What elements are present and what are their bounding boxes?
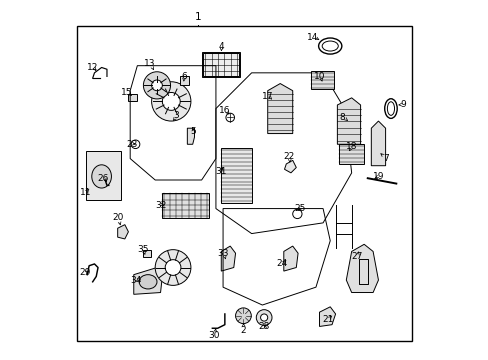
Bar [203,53,239,76]
Text: 14: 14 [306,33,317,42]
Text: 19: 19 [372,172,384,181]
Circle shape [155,249,190,285]
Text: 30: 30 [208,331,220,340]
Text: 16: 16 [219,106,230,115]
Text: 27: 27 [350,252,362,261]
Text: 33: 33 [217,249,228,258]
Text: 24: 24 [276,260,287,269]
Circle shape [131,140,140,149]
Text: 20: 20 [112,213,123,222]
Bar [128,94,137,102]
Text: 35: 35 [137,245,148,254]
Bar [221,148,251,203]
Polygon shape [337,98,360,144]
Bar [142,250,150,257]
Bar [180,76,189,85]
Bar [310,71,333,89]
Text: 29: 29 [80,268,91,277]
Circle shape [165,260,181,275]
Circle shape [292,209,302,219]
Polygon shape [319,307,335,327]
Bar [339,144,364,164]
Text: 18: 18 [345,141,357,150]
Text: 5: 5 [189,127,195,136]
Polygon shape [221,246,235,271]
Text: 8: 8 [339,113,345,122]
Bar [85,152,121,200]
Polygon shape [187,128,194,144]
Text: 21: 21 [322,315,333,324]
Circle shape [225,113,234,122]
Ellipse shape [92,165,111,188]
Bar [77,26,411,341]
Text: 6: 6 [181,72,186,81]
Text: 34: 34 [130,275,141,284]
Text: 23: 23 [126,140,138,149]
Bar [202,52,240,77]
Text: 13: 13 [144,59,155,68]
Text: 15: 15 [121,88,132,97]
Polygon shape [370,121,385,166]
Circle shape [162,93,180,111]
Text: 28: 28 [258,322,269,331]
Text: 31: 31 [215,167,226,176]
Text: 25: 25 [294,204,305,213]
Polygon shape [284,160,296,173]
Polygon shape [118,225,128,239]
Circle shape [151,80,162,91]
Polygon shape [346,244,378,293]
Text: 10: 10 [313,72,325,81]
Text: 11: 11 [80,188,91,197]
Circle shape [151,82,190,121]
Circle shape [260,314,267,321]
Text: 12: 12 [87,63,98,72]
Circle shape [143,72,170,99]
Polygon shape [267,84,292,134]
Text: 9: 9 [400,100,406,109]
Text: 1: 1 [194,13,201,22]
Text: 4: 4 [218,41,224,50]
Text: 3: 3 [173,111,179,120]
Text: 26: 26 [98,174,109,183]
Text: 7: 7 [382,154,387,163]
Bar [162,193,208,217]
Polygon shape [283,246,298,271]
Circle shape [235,308,251,324]
Text: 22: 22 [283,152,294,161]
Circle shape [256,310,271,325]
Ellipse shape [139,275,157,289]
Polygon shape [134,267,162,294]
Text: 32: 32 [155,201,166,210]
Text: 17: 17 [262,91,273,100]
Text: 2: 2 [240,325,246,334]
